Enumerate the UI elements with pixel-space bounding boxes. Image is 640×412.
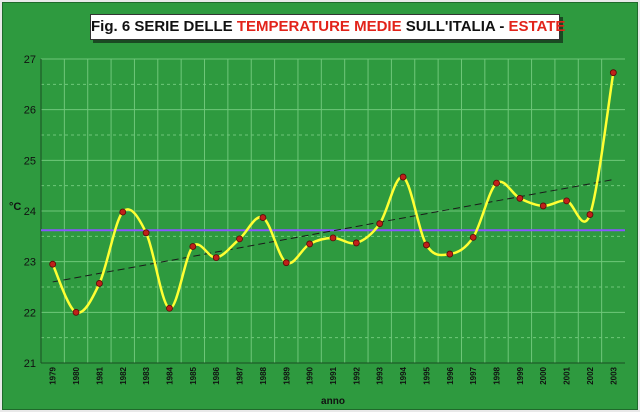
y-tick-label: 26 [24, 105, 36, 117]
y-tick-label: 27 [24, 54, 36, 66]
x-tick-label: 1992 [352, 366, 361, 384]
x-tick-label: 1990 [306, 366, 315, 384]
data-point [166, 304, 173, 312]
x-tick-label: 1994 [399, 366, 408, 384]
data-point [586, 211, 594, 218]
x-tick-label: 1996 [446, 366, 455, 384]
x-tick-label: 2001 [563, 366, 572, 384]
x-tick-label: 1983 [142, 366, 151, 384]
axis-labels: 21 22 23 24 25 26 27 1979 1980 1981 1982 1983 1984 19… [9, 54, 618, 407]
x-tick-label: 1989 [282, 366, 291, 384]
data-point [539, 202, 547, 210]
data-point [423, 241, 430, 249]
x-tick-label: 2000 [539, 366, 548, 384]
x-tick-label: 1987 [236, 366, 245, 384]
x-tick-label: 1998 [493, 366, 502, 384]
data-point [399, 173, 407, 181]
data-point [49, 260, 57, 268]
title-prefix: Fig. 6 SERIE DELLE [91, 18, 237, 35]
data-point [352, 239, 360, 247]
title-middle: SULL'ITALIA - [401, 18, 509, 35]
x-tick-label: 1985 [189, 366, 198, 384]
data-point [493, 179, 500, 187]
y-tick-label: 23 [24, 257, 36, 269]
x-tick-label: 2002 [586, 366, 595, 384]
data-point [376, 220, 384, 228]
x-tick-label: 1982 [119, 366, 128, 384]
data-point [469, 233, 477, 241]
x-tick-label: 1997 [469, 366, 478, 384]
data-point [142, 229, 150, 237]
title-highlight-temperature: TEMPERATURE MEDIE [236, 18, 402, 35]
x-tick-label: 1993 [376, 366, 385, 384]
x-tick-label: 1991 [329, 366, 338, 384]
x-tick-label: 1988 [259, 366, 268, 384]
series-layer [51, 72, 615, 314]
axes-layer [40, 59, 625, 364]
y-tick-label: 21 [24, 358, 36, 370]
x-tick-label: 1986 [212, 366, 221, 384]
title-highlight-season: ESTATE [508, 18, 566, 35]
data-point [236, 235, 243, 243]
data-point [96, 280, 103, 287]
y-axis-title: °C [9, 201, 21, 213]
y-tick-label: 22 [24, 307, 36, 319]
data-point [259, 214, 267, 221]
x-tick-label: 1980 [72, 366, 81, 384]
data-point [72, 308, 80, 316]
series-line [51, 72, 615, 314]
data-point [282, 259, 290, 267]
data-point [189, 243, 197, 250]
x-tick-label: 1999 [516, 366, 525, 384]
x-axis-title: anno [321, 396, 345, 407]
data-point [446, 250, 454, 258]
y-tick-label: 25 [24, 155, 36, 167]
grid-layer [41, 58, 625, 364]
marker-layer [49, 69, 617, 316]
chart-title: Fig. 6 SERIE DELLE TEMPERATURE MEDIE SUL… [90, 14, 565, 40]
y-tick-label: 24 [24, 206, 36, 218]
data-point [212, 254, 220, 262]
data-point [516, 194, 524, 202]
x-tick-label: 1995 [422, 366, 431, 384]
data-point [306, 240, 314, 248]
reference-lines [41, 179, 625, 283]
x-tick-label: 1981 [95, 366, 104, 384]
x-tick-label: 1984 [165, 366, 174, 384]
x-tick-label: 1979 [49, 366, 58, 384]
data-point [609, 69, 617, 77]
data-point [329, 234, 337, 242]
data-point [563, 197, 570, 205]
data-point [119, 208, 127, 216]
x-tick-label: 2003 [609, 366, 618, 384]
